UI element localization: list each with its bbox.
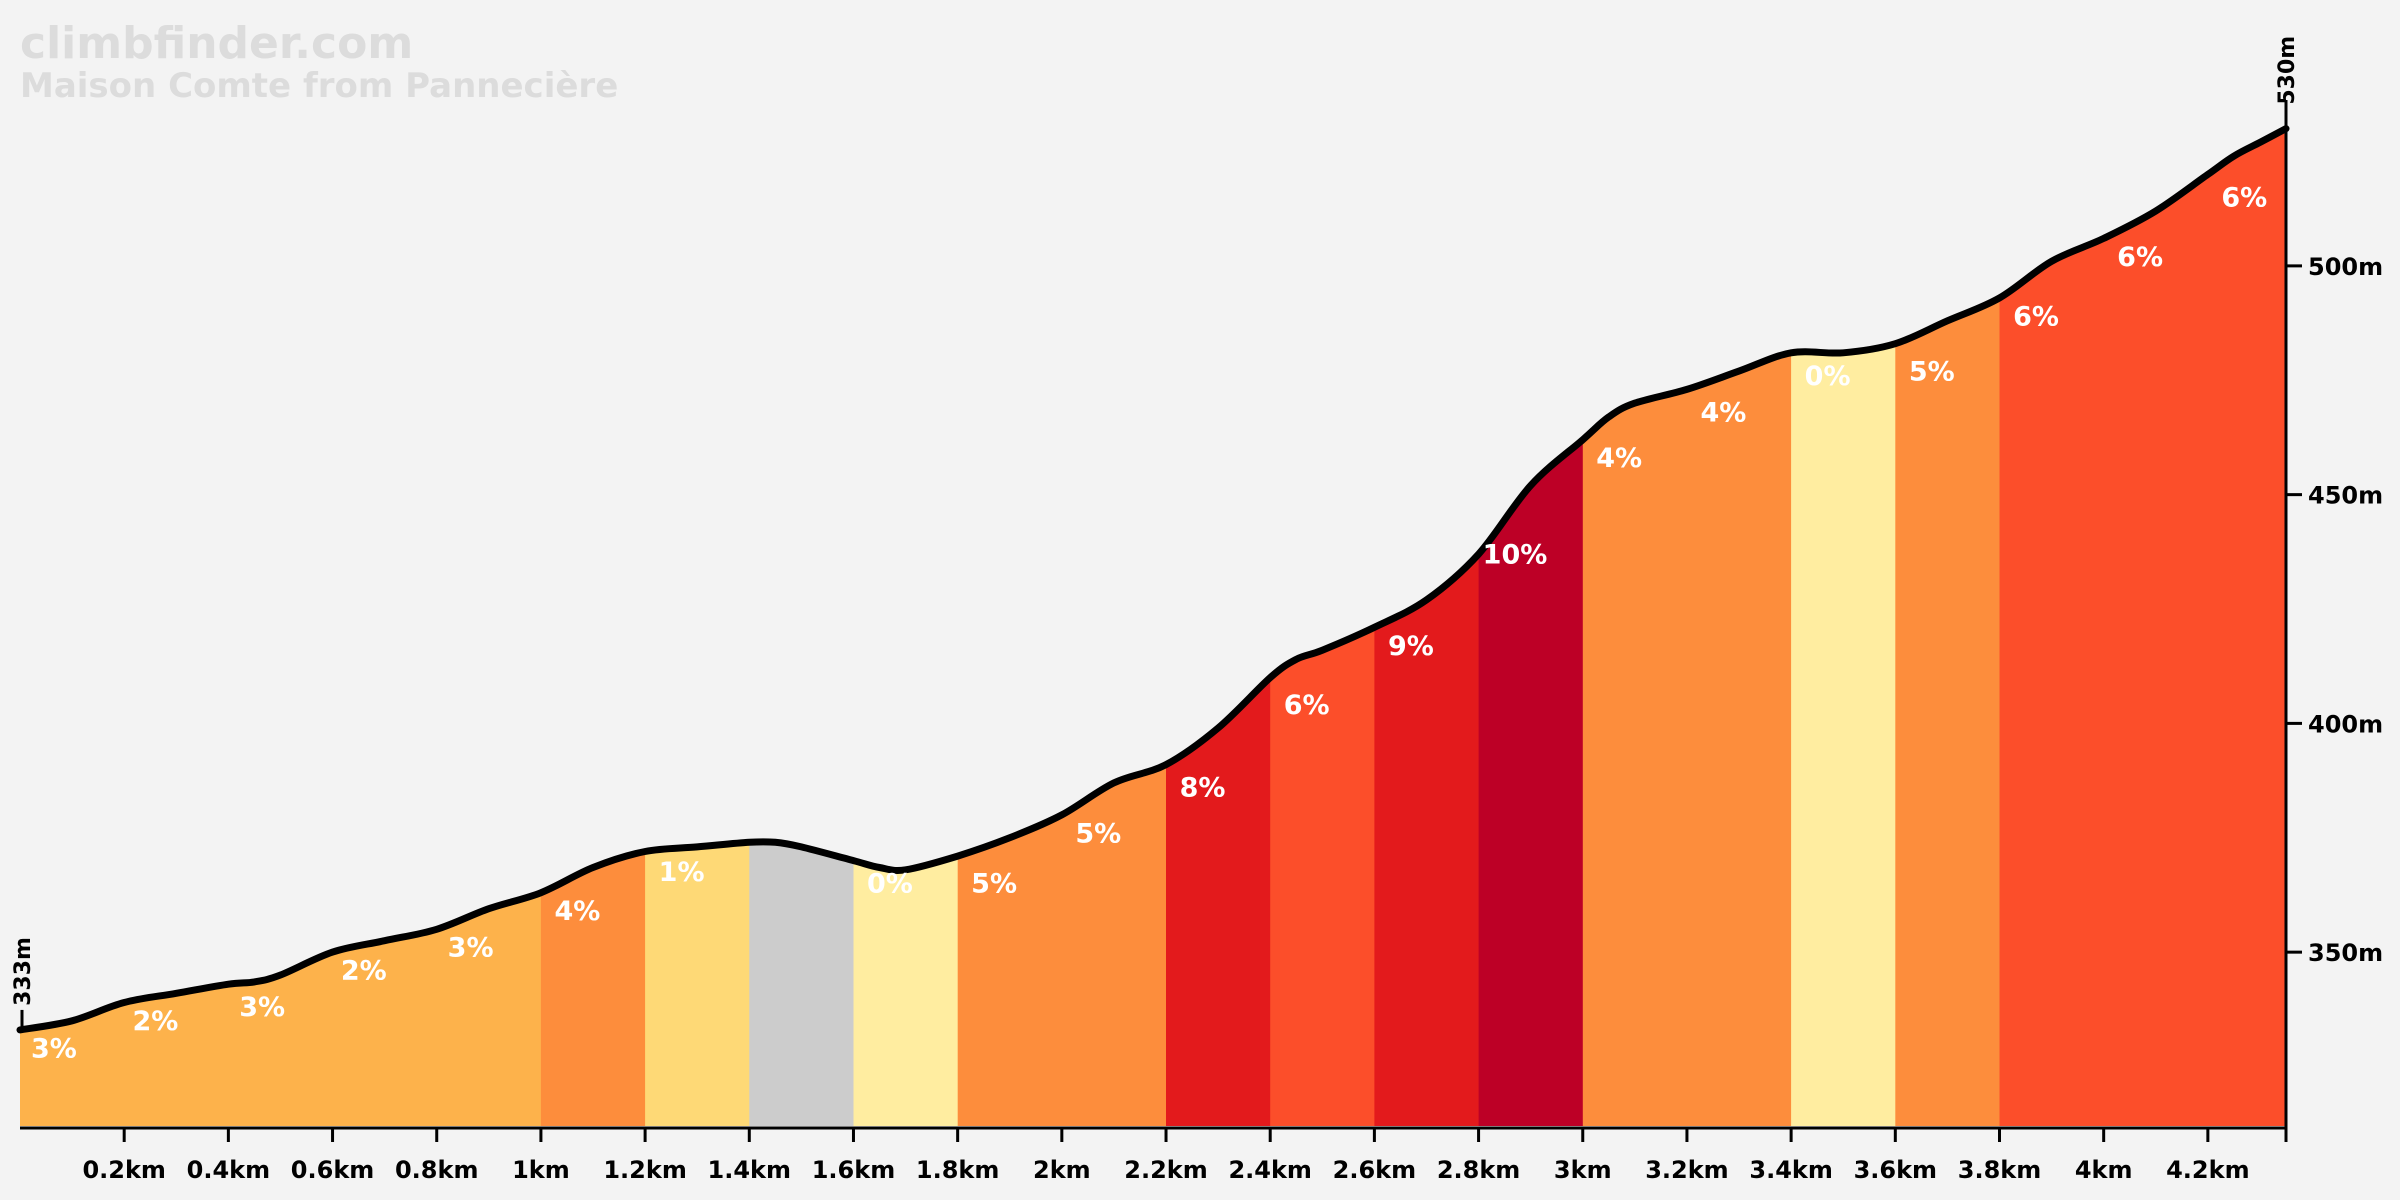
- x-tick-label: 4.2km: [2166, 1156, 2249, 1184]
- grade-label: 1%: [659, 857, 705, 888]
- x-tick-label: 3.4km: [1749, 1156, 1832, 1184]
- grade-label: 9%: [1388, 631, 1434, 662]
- start-elevation-label: 333m: [11, 937, 36, 1006]
- grade-label: 6%: [2117, 242, 2163, 273]
- x-tick-label: 2.4km: [1228, 1156, 1311, 1184]
- grade-label: 5%: [971, 869, 1017, 900]
- grade-label: 6%: [2013, 301, 2059, 332]
- x-tick-label: 4km: [2075, 1156, 2133, 1184]
- grade-label: 5%: [1075, 818, 1121, 849]
- grade-label: 4%: [1700, 397, 1746, 428]
- grade-label: 8%: [1180, 773, 1226, 804]
- y-tick-label: 400m: [2308, 710, 2383, 738]
- grade-label: 6%: [1284, 690, 1330, 721]
- x-tick-label: 0.6km: [291, 1156, 374, 1184]
- x-tick-label: 0.4km: [187, 1156, 270, 1184]
- x-tick-label: 3.6km: [1854, 1156, 1937, 1184]
- x-axis: 0.2km 0.4km 0.6km 0.8km 1km 1.2km 1.4km 1.6km 1.…: [20, 1126, 2288, 1184]
- end-elevation-label: 530m: [2275, 36, 2300, 105]
- x-tick-label: 2.8km: [1437, 1156, 1520, 1184]
- profile-line: [16, 125, 2290, 1034]
- x-tick-label: 3.2km: [1645, 1156, 1728, 1184]
- end-markers: 333m 530m: [11, 36, 2300, 1030]
- grade-label: 0%: [867, 869, 913, 900]
- x-tick-label: 2.6km: [1333, 1156, 1416, 1184]
- grade-label: 3%: [31, 1033, 77, 1064]
- grade-label: 5%: [1909, 356, 1955, 387]
- x-tick-label: 3km: [1554, 1156, 1612, 1184]
- x-tick-label: 0.8km: [395, 1156, 478, 1184]
- grade-label: 4%: [1596, 443, 1642, 474]
- grade-segment-14: [1999, 128, 2286, 1126]
- grade-label: 2%: [341, 956, 387, 987]
- grade-label: 6%: [2221, 182, 2267, 213]
- grade-label: 4%: [554, 896, 600, 927]
- grade-labels: 3% 2% 3% 2% 3% 4% 1% 0% 5% 5% 8% 6% 9% 10% 4% 4% 0% 5% 6% 6…: [31, 182, 2267, 1064]
- y-tick-label: 450m: [2308, 482, 2383, 510]
- climb-title: Maison Comte from Pannecière: [20, 66, 618, 106]
- grade-label: 3%: [239, 992, 285, 1023]
- x-tick-label: 1km: [512, 1156, 570, 1184]
- grade-label: 2%: [132, 1006, 178, 1037]
- x-tick-label: 2km: [1033, 1156, 1091, 1184]
- grade-label: 0%: [1805, 361, 1851, 392]
- x-tick-label: 1.8km: [916, 1156, 999, 1184]
- x-tick-label: 0.2km: [82, 1156, 165, 1184]
- x-tick-label: 1.2km: [603, 1156, 686, 1184]
- x-tick-label: 3.8km: [1958, 1156, 2041, 1184]
- grade-label: 3%: [448, 933, 494, 964]
- y-tick-label: 500m: [2308, 253, 2383, 281]
- x-tick-label: 2.2km: [1124, 1156, 1207, 1184]
- x-tick-label: 1.4km: [708, 1156, 791, 1184]
- site-name: climbfinder.com: [20, 18, 413, 69]
- grade-label: 10%: [1483, 539, 1548, 570]
- y-axis: 350m 400m 450m 500m: [2284, 100, 2383, 1128]
- y-tick-label: 350m: [2308, 939, 2383, 967]
- x-tick-label: 1.6km: [812, 1156, 895, 1184]
